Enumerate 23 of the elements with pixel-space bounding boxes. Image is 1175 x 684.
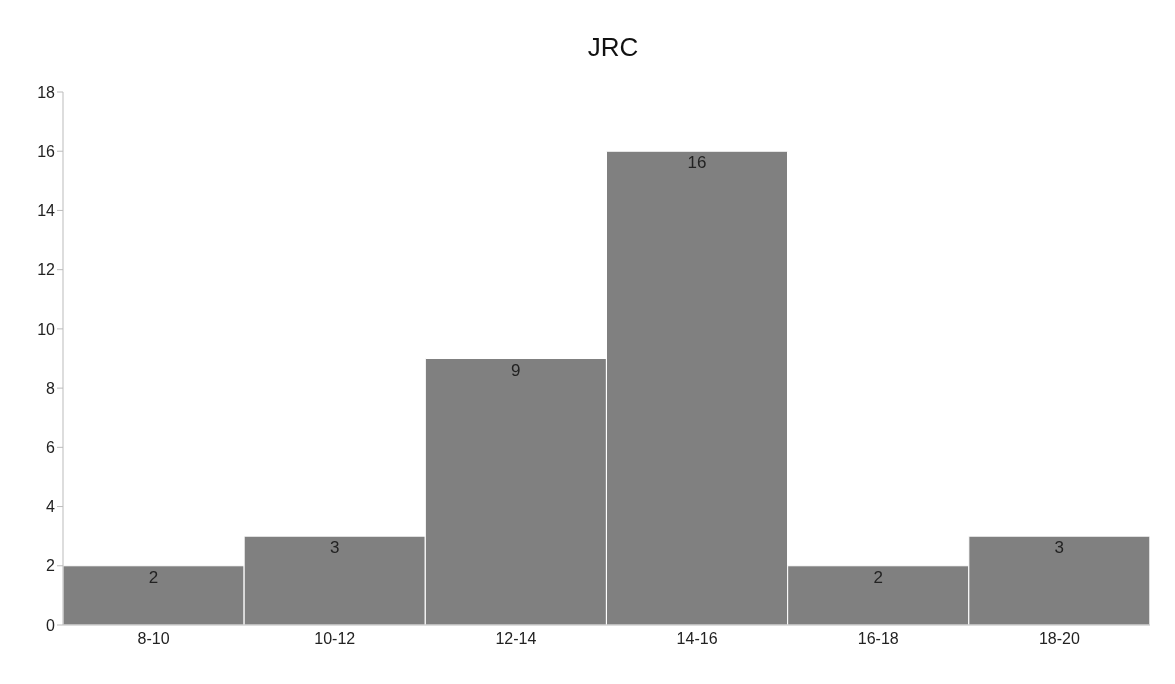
x-tick-label: 12-14 — [495, 630, 537, 648]
x-tick-label: 18-20 — [1038, 630, 1080, 648]
chart-title: JRC — [586, 32, 640, 63]
y-tick-label: 6 — [46, 439, 56, 457]
y-tick-label: 12 — [37, 261, 56, 279]
data-label: 2 — [873, 567, 883, 587]
x-tick-label: 8-10 — [137, 630, 170, 648]
data-label: 3 — [329, 538, 340, 558]
y-tick-label: 16 — [37, 142, 56, 160]
data-label: 16 — [687, 153, 707, 173]
y-tick-label: 18 — [37, 83, 56, 101]
y-tick-label: 0 — [46, 616, 56, 634]
y-tick-label: 14 — [37, 202, 56, 220]
y-tick-label: 4 — [46, 498, 56, 516]
y-tick-label: 8 — [46, 379, 56, 397]
x-tick-label: 16-18 — [857, 630, 899, 648]
data-label: 9 — [511, 360, 521, 380]
y-tick-label: 2 — [46, 557, 56, 575]
y-tick-label: 10 — [37, 320, 56, 338]
x-tick-label: 10-12 — [314, 630, 356, 648]
data-label: 2 — [148, 567, 159, 587]
data-label: 3 — [1054, 538, 1065, 558]
x-tick-label: 14-16 — [676, 630, 718, 648]
